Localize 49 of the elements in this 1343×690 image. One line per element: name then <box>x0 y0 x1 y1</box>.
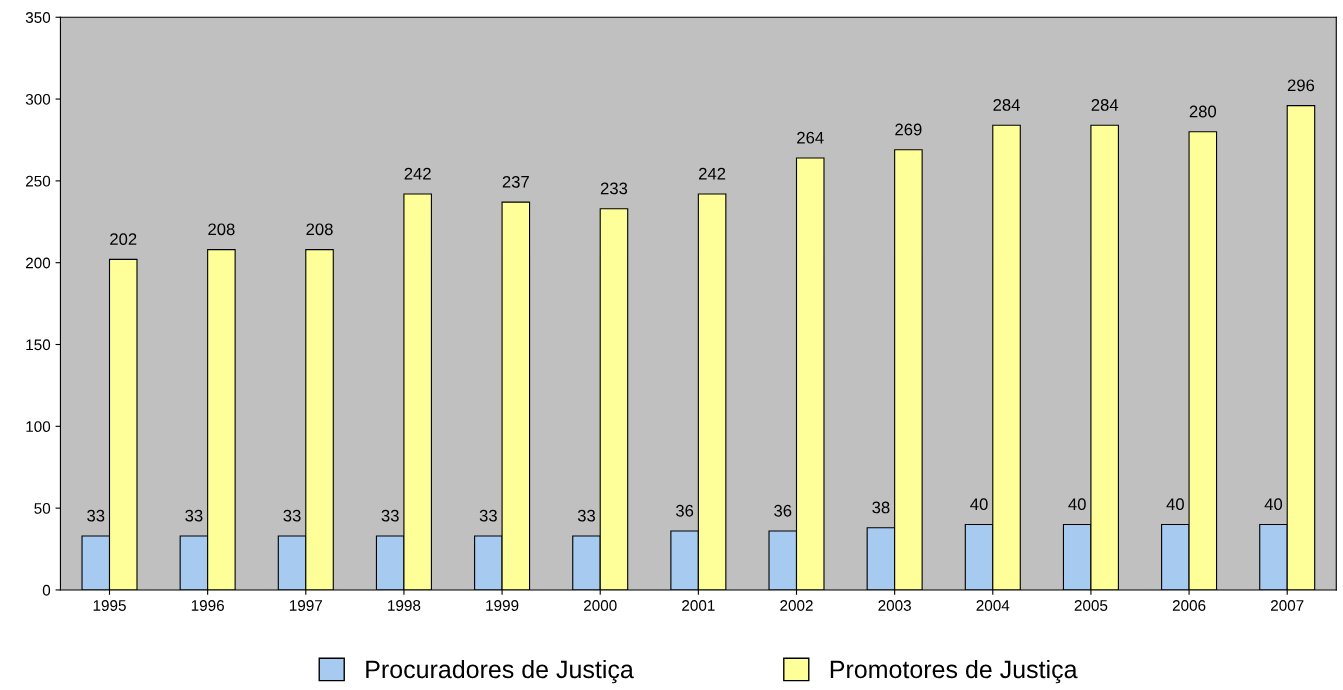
data-label: 36 <box>675 504 694 517</box>
data-label: 33 <box>283 509 301 522</box>
data-label: 40 <box>970 498 988 511</box>
data-label: 208 <box>208 223 235 236</box>
x-tick-label: 1999 <box>486 600 519 611</box>
x-tick-label: 1998 <box>388 600 421 611</box>
data-label: 38 <box>872 501 890 514</box>
x-tick-label: 2007 <box>1270 600 1304 611</box>
data-label: 40 <box>1264 498 1283 511</box>
data-label: 33 <box>577 509 596 522</box>
x-tick-label: 2006 <box>1172 600 1206 611</box>
data-label: 40 <box>1068 498 1086 511</box>
x-tick-label: 2001 <box>682 600 715 611</box>
data-label: 284 <box>993 99 1020 111</box>
x-tick-label: 1995 <box>93 600 126 611</box>
data-label: 33 <box>185 509 203 522</box>
data-label: 284 <box>1091 99 1119 111</box>
data-label: 36 <box>774 504 792 517</box>
x-tick-label: 2005 <box>1074 600 1108 611</box>
y-tick-label: 50 <box>34 503 51 514</box>
data-label: 33 <box>87 509 105 522</box>
data-label: 208 <box>306 223 333 236</box>
legend-label: Promotores de Justiça <box>830 659 1078 684</box>
x-tick-label: 1997 <box>289 600 323 611</box>
data-label: 264 <box>797 131 824 144</box>
y-tick-label: 250 <box>25 175 51 187</box>
x-tick-label: 2004 <box>976 600 1010 611</box>
data-label: 233 <box>600 182 628 195</box>
x-tick-label: 2003 <box>878 600 911 611</box>
y-tick-label: 300 <box>25 93 51 105</box>
data-label: 33 <box>381 509 399 522</box>
data-label: 237 <box>502 175 529 188</box>
x-tick-label: 2000 <box>583 600 617 611</box>
data-label: 40 <box>1166 498 1184 511</box>
data-label: 202 <box>110 233 137 246</box>
y-tick-label: 100 <box>26 421 51 433</box>
legend-label: Procuradores de Justiça <box>366 659 634 684</box>
data-label: 280 <box>1189 105 1217 118</box>
data-label: 33 <box>479 509 497 522</box>
x-tick-label: 1996 <box>191 600 224 611</box>
x-tick-label: 2002 <box>780 600 813 611</box>
y-tick-label: 0 <box>42 584 51 596</box>
data-label: 242 <box>404 167 431 180</box>
data-label: 269 <box>895 123 922 136</box>
data-label: 296 <box>1287 79 1315 92</box>
y-tick-label: 150 <box>26 339 51 351</box>
y-tick-label: 200 <box>25 257 51 269</box>
y-tick-label: 350 <box>25 12 51 23</box>
data-label: 242 <box>699 167 726 180</box>
